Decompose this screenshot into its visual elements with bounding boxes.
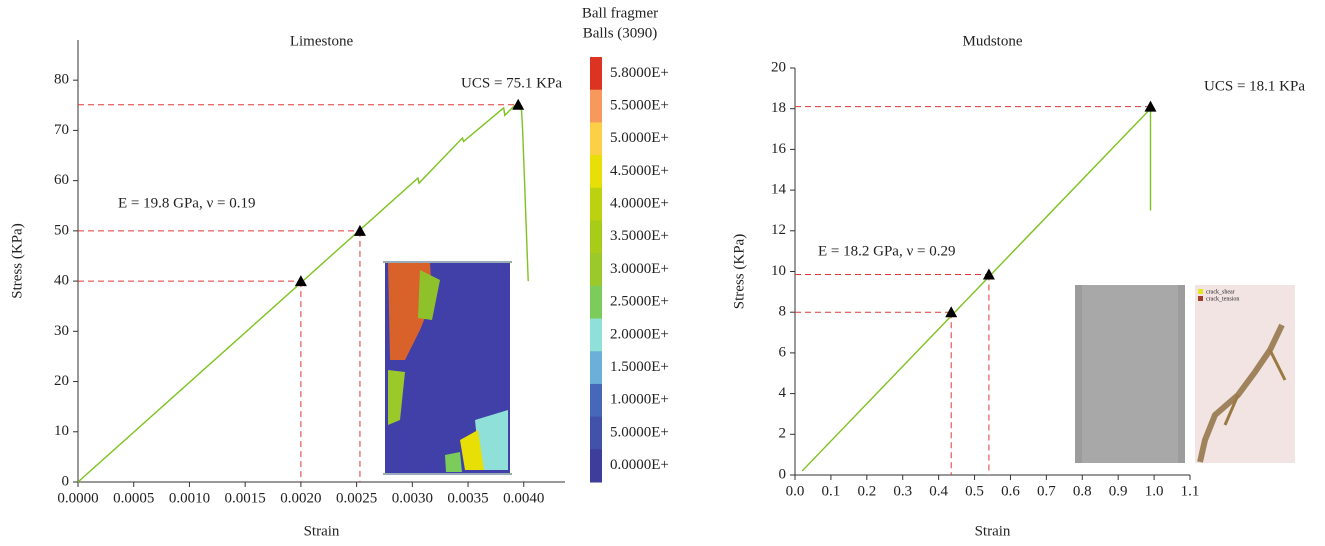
colorbar-swatch [590,122,602,156]
x-tick-label: 0.1 [822,483,841,499]
marker [945,306,958,318]
colorbar-label: 2.0000E+ [610,326,669,342]
inset-legend-label: crack_tension [1206,296,1239,302]
y-tick-label: 0 [779,466,787,482]
chart-title: Mudstone [963,33,1023,49]
colorbar-label: 5.8000E+ [610,65,669,81]
x-tick-label: 0.5 [965,483,984,499]
y-tick-label: 4 [779,385,787,401]
marker [982,268,995,280]
colorbar-swatch [590,220,602,254]
x-tick-label: 0.9 [1109,483,1128,499]
colorbar-swatch [590,57,602,91]
x-tick-label: 0.2 [857,483,876,499]
y-axis-label: Stress (KPa) [9,223,25,298]
colorbar-label: 4.5000E+ [610,163,669,179]
colorbar-label: 5.0000E+ [610,424,669,440]
annotation: UCS = 18.1 KPa [1204,78,1305,94]
colorbar-label: 3.5000E+ [610,228,669,244]
colorbar-label: 1.0000E+ [610,392,669,408]
colorbar-swatch [590,416,602,450]
colorbar-label: 2.5000E+ [610,294,669,310]
colorbar-label: 1.5000E+ [610,359,669,375]
colorbar-swatch [590,89,602,123]
y-tick-label: 70 [54,122,69,138]
x-tick-label: 0.0035 [447,490,488,506]
colorbar-label: 5.5000E+ [610,97,669,113]
x-tick-label: 0.6 [1001,483,1020,499]
x-tick-label: 0.3 [893,483,912,499]
marker [512,98,525,110]
colorbar-label: 4.0000E+ [610,196,669,212]
annotation: UCS = 75.1 KPa [461,75,562,91]
colorbar-title: Ball fragmer [582,5,658,21]
x-tick-label: 0.0000 [57,490,98,506]
y-tick-label: 40 [54,273,69,289]
x-tick-label: 0.7 [1037,483,1056,499]
inset-legend-swatch [1198,296,1203,301]
x-tick-label: 0.0010 [169,490,210,506]
marker [1144,100,1157,112]
inset-legend-label: crack_shear [1206,289,1235,295]
annotation: E = 18.2 GPa, ν = 0.29 [818,243,955,259]
colorbar-swatch [590,187,602,221]
marker [353,224,366,236]
x-tick-label: 1.0 [1145,483,1164,499]
x-tick-label: 0.0040 [503,490,544,506]
y-axis-label: Stress (KPa) [731,234,747,309]
y-tick-label: 8 [779,304,787,320]
marker [294,275,307,287]
limestone-inset [383,261,512,475]
annotation: E = 19.8 GPa, ν = 0.19 [118,195,255,211]
colorbar-swatch [590,318,602,352]
colorbar-swatch [590,155,602,189]
colorbar-swatch [590,351,602,385]
y-tick-label: 30 [54,323,69,339]
data-line [77,104,529,483]
x-tick-label: 0.0020 [280,490,321,506]
y-tick-label: 6 [779,344,787,360]
chart-title: Limestone [290,33,354,49]
x-axis-label: Strain [304,523,340,539]
colorbar-label: 3.0000E+ [610,261,669,277]
y-tick-label: 2 [779,426,787,442]
x-tick-label: 0.0015 [225,490,266,506]
x-tick-label: 1.1 [1181,483,1200,499]
y-tick-label: 0 [62,473,70,489]
y-tick-label: 60 [54,172,69,188]
inset-legend-swatch [1198,289,1203,294]
y-tick-label: 16 [771,141,787,157]
colorbar-title: Balls (3090) [583,25,658,41]
x-tick-label: 0.0 [786,483,805,499]
x-tick-label: 0.4 [929,483,948,499]
x-axis-label: Strain [975,523,1011,539]
x-tick-label: 0.0030 [392,490,433,506]
x-tick-label: 0.0005 [113,490,154,506]
y-tick-label: 18 [771,100,786,116]
y-tick-label: 10 [54,423,69,439]
y-tick-label: 12 [771,222,786,238]
x-tick-label: 0.0025 [336,490,377,506]
colorbar-label: 0.0000E+ [610,457,669,473]
colorbar-swatch [590,285,602,320]
y-tick-label: 10 [771,263,786,279]
mudstone-inset [1075,285,1295,463]
colorbar-label: 5.0000E+ [610,130,669,146]
colorbar-swatch [590,449,602,483]
x-tick-label: 0.8 [1073,483,1092,499]
y-tick-label: 20 [54,373,69,389]
y-tick-label: 50 [54,222,69,238]
y-tick-label: 20 [771,59,786,75]
colorbar-swatch [590,383,602,418]
colorbar-swatch [590,253,602,287]
y-tick-label: 80 [54,72,69,88]
y-tick-label: 14 [771,182,787,198]
